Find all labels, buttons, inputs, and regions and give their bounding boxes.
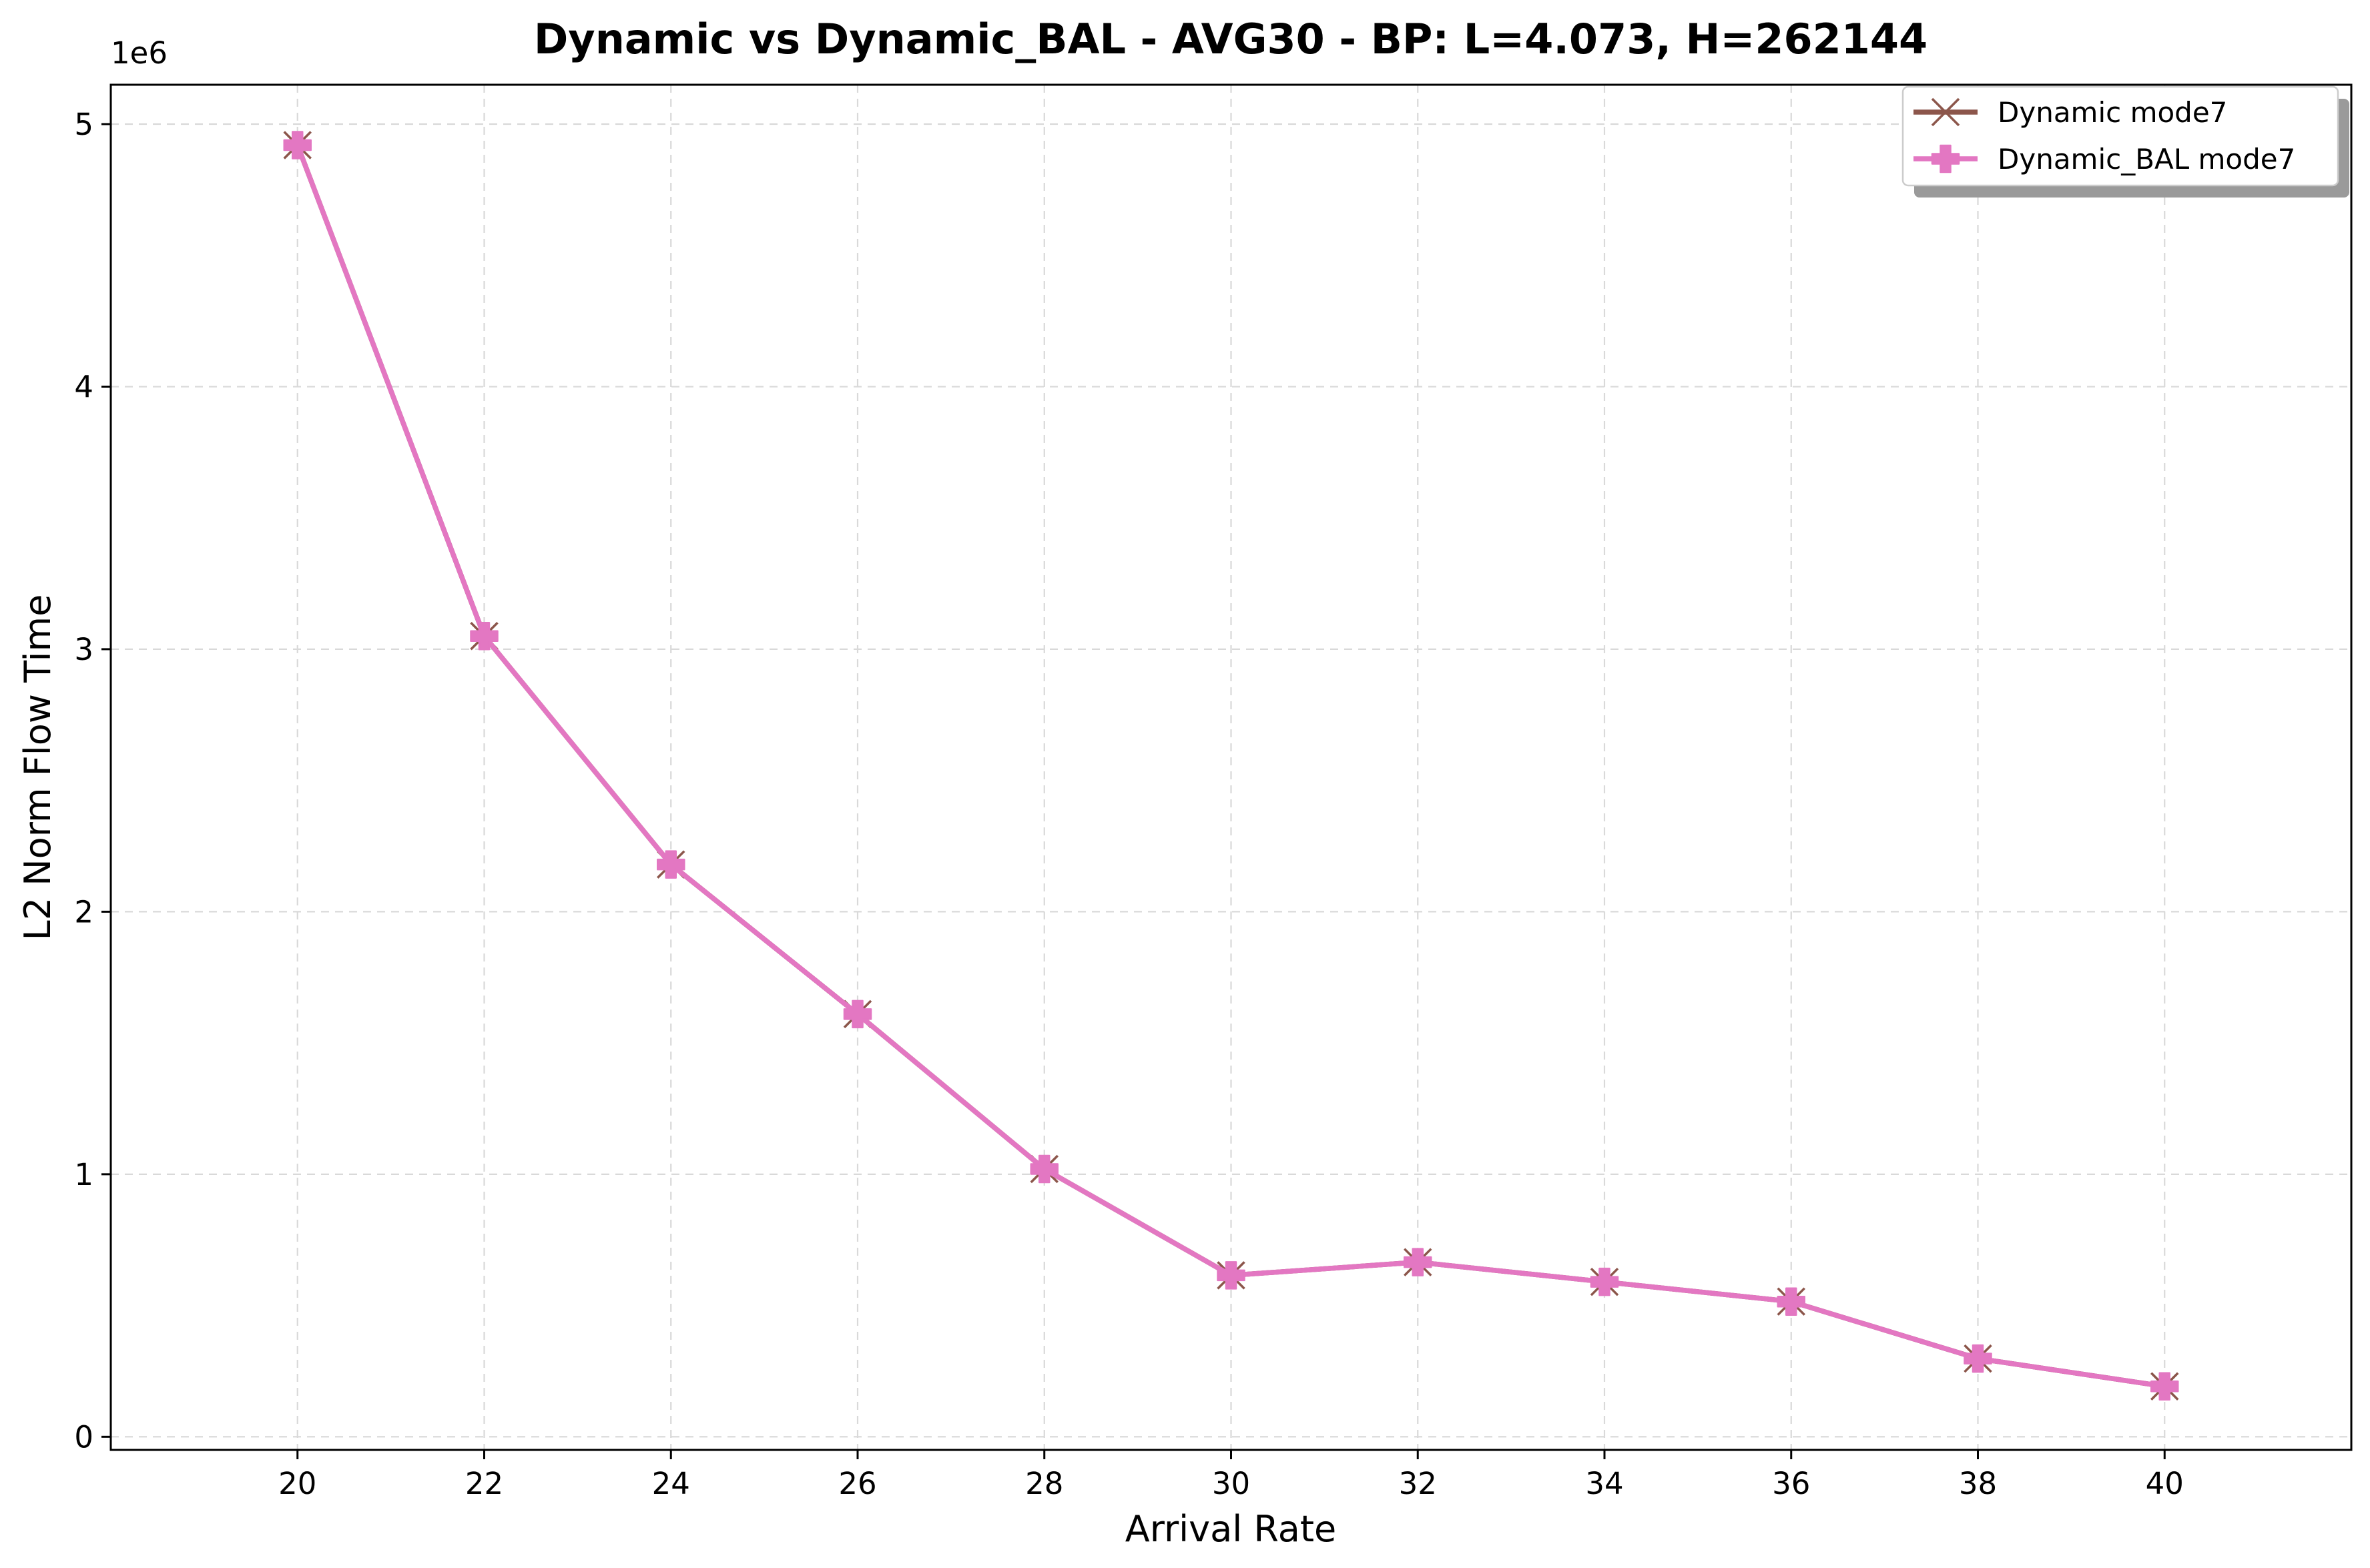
y-axis-label: L2 Norm Flow Time xyxy=(17,595,59,941)
x-tick-label: 38 xyxy=(1959,1466,1997,1501)
legend-marker xyxy=(1931,144,1960,173)
data-point xyxy=(1964,1344,1992,1373)
chart-title: Dynamic vs Dynamic_BAL - AVG30 - BP: L=4… xyxy=(534,15,1928,63)
y-tick-label: 3 xyxy=(74,632,93,667)
legend-box xyxy=(1901,85,2339,187)
legend-entry: Dynamic_BAL mode7 xyxy=(1913,143,2295,175)
data-point xyxy=(1777,1287,1805,1316)
series-1 xyxy=(283,131,2179,1401)
legend-entry: Dynamic mode7 xyxy=(1913,96,2227,129)
y-tick-label: 0 xyxy=(74,1419,93,1455)
y-tick-label: 2 xyxy=(74,894,93,929)
data-point xyxy=(1030,1154,1059,1184)
legend-label: Dynamic_BAL mode7 xyxy=(1998,143,2295,175)
legend-items: Dynamic mode7 Dynamic_BAL mode7 xyxy=(1913,96,2295,175)
x-axis-label: Arrival Rate xyxy=(1125,1508,1336,1550)
data-point xyxy=(657,850,685,879)
x-tick-label: 34 xyxy=(1585,1466,1623,1501)
x-tick-label: 24 xyxy=(652,1466,690,1501)
x-tick-label: 20 xyxy=(278,1466,316,1501)
x-tick-label: 36 xyxy=(1772,1466,1810,1501)
data-point xyxy=(1404,1248,1432,1276)
data-point xyxy=(1217,1261,1245,1290)
data-point xyxy=(2150,1372,2179,1401)
legend-marker xyxy=(1931,97,1960,127)
y-offset-label: 1e6 xyxy=(111,35,168,71)
x-tick-label: 32 xyxy=(1399,1466,1437,1501)
data-point xyxy=(1590,1267,1619,1296)
legend-label: Dynamic mode7 xyxy=(1998,96,2227,129)
x-tick-label: 40 xyxy=(2146,1466,2184,1501)
y-axis-ticks: 0 1 2 3 4 5 xyxy=(74,107,111,1455)
x-axis-ticks: 20 22 24 26 28 30 32 34 36 38 40 xyxy=(278,1450,2184,1501)
x-tick-label: 30 xyxy=(1212,1466,1250,1501)
x-tick-label: 28 xyxy=(1025,1466,1063,1501)
x-tick-label: 26 xyxy=(838,1466,876,1501)
data-point xyxy=(283,131,312,159)
series-layer xyxy=(283,131,2179,1401)
data-point xyxy=(843,1000,872,1029)
y-tick-label: 4 xyxy=(74,369,93,404)
x-tick-label: 22 xyxy=(465,1466,503,1501)
legend: Dynamic mode7 Dynamic_BAL mode7 xyxy=(1901,85,2349,198)
data-point xyxy=(470,622,499,651)
y-tick-label: 5 xyxy=(74,107,93,142)
y-tick-label: 1 xyxy=(74,1157,93,1192)
